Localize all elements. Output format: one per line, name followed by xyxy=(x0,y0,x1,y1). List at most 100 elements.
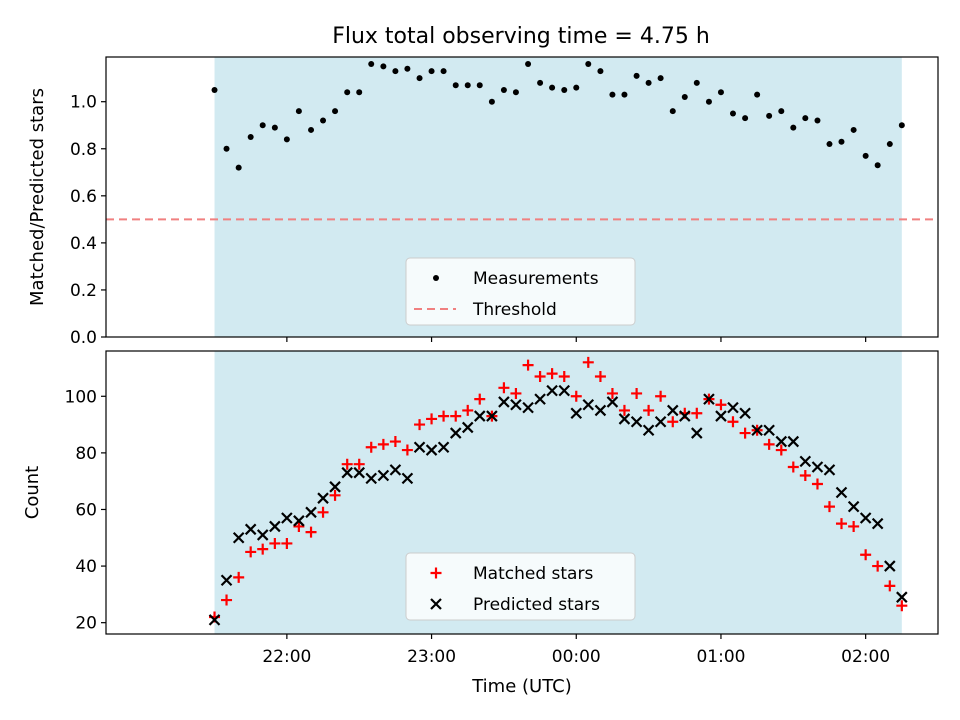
x-tick-label: 23:00 xyxy=(407,647,456,667)
predicted-star-point xyxy=(425,444,438,456)
measurement-point xyxy=(404,65,411,72)
matched-star-point xyxy=(787,461,799,473)
bottom-plot-frame xyxy=(105,350,939,635)
bottom-y-axis-label: Count xyxy=(22,466,43,519)
top-plot-frame xyxy=(105,56,939,338)
measurement-point xyxy=(561,86,568,93)
top-x-axis-ticks xyxy=(286,337,867,342)
legend-marker-measurements xyxy=(433,275,439,281)
predicted-star-point xyxy=(582,398,595,411)
x-tick-label: 02:00 xyxy=(841,647,890,667)
matched-star-point xyxy=(823,501,835,513)
bottom-x-axis-ticks: 22:00 23:00 00:00 01:00 02:00 xyxy=(262,634,890,667)
predicted-star-point xyxy=(510,398,522,411)
matched-star-point xyxy=(462,404,474,416)
measurement-point xyxy=(392,68,399,75)
matched-star-point xyxy=(860,549,872,561)
matched-star-point xyxy=(377,438,389,450)
top-legend: Measurements Threshold xyxy=(405,257,636,326)
matched-star-point xyxy=(498,382,510,394)
predicted-star-point xyxy=(498,396,510,408)
predicted-star-point xyxy=(811,461,824,473)
predicted-star-point xyxy=(413,441,426,453)
measurement-point xyxy=(476,82,483,89)
measurement-point xyxy=(862,152,869,159)
predicted-star-point xyxy=(679,410,691,422)
measurement-point xyxy=(754,91,761,98)
measurement-point xyxy=(549,84,556,91)
top-y-tick-label: 0.6 xyxy=(70,187,97,207)
legend-box xyxy=(405,552,636,621)
predicted-star-point xyxy=(859,512,872,524)
predicted-star-point xyxy=(534,393,546,405)
measurement-point xyxy=(428,68,435,75)
x-axis-label: Time (UTC) xyxy=(471,676,572,697)
predicted-star-point xyxy=(896,591,908,603)
measurement-point xyxy=(657,75,664,82)
measurement-point xyxy=(633,72,640,79)
matched-star-point xyxy=(691,407,703,419)
matched-star-point xyxy=(872,560,884,572)
matched-star-point xyxy=(353,458,365,470)
top-y-tick-label: 1.0 xyxy=(70,93,97,113)
predicted-star-point xyxy=(353,466,365,479)
matched-star-point xyxy=(341,458,353,470)
measurement-point xyxy=(344,89,351,96)
bottom-y-tick-label: 20 xyxy=(75,614,97,634)
measurement-point xyxy=(898,122,905,129)
matched-star-point xyxy=(389,436,401,448)
predicted-star-point xyxy=(522,401,534,414)
measurement-point xyxy=(790,124,797,131)
matched-star-point xyxy=(510,387,522,399)
predicted-star-point xyxy=(703,393,715,405)
matched-star-point xyxy=(727,416,739,428)
matched-star-point xyxy=(414,419,426,431)
measurement-point xyxy=(295,108,302,115)
x-tick-label: 22:00 xyxy=(262,647,311,667)
top-y-tick-label: 0.4 xyxy=(70,234,97,254)
matched-star-point xyxy=(558,370,570,382)
measurement-point xyxy=(742,115,749,122)
x-tick-label: 00:00 xyxy=(552,647,601,667)
predicted-stars-series xyxy=(208,384,908,626)
measurement-point xyxy=(235,164,242,171)
legend-label: Threshold xyxy=(472,300,557,320)
predicted-star-point xyxy=(389,464,402,476)
matched-star-point xyxy=(643,404,655,416)
predicted-star-point xyxy=(739,407,751,420)
matched-star-point xyxy=(221,594,233,606)
matched-star-point xyxy=(450,410,462,422)
predicted-star-point xyxy=(666,404,679,417)
predicted-star-point xyxy=(244,523,257,536)
legend-marker-predicted xyxy=(430,598,442,610)
predicted-star-point xyxy=(618,413,631,425)
bottom-y-tick-label: 40 xyxy=(75,557,97,577)
predicted-star-point xyxy=(715,410,727,422)
legend-label: Measurements xyxy=(473,269,599,289)
matched-star-point xyxy=(594,370,606,382)
predicted-star-point xyxy=(329,481,341,493)
bottom-legend: Matched stars Predicted stars xyxy=(405,552,636,621)
predicted-star-point xyxy=(787,435,800,448)
top-y-tick-label: 0.0 xyxy=(70,328,97,348)
predicted-star-point xyxy=(799,455,812,468)
predicted-star-point xyxy=(835,486,848,499)
predicted-star-point xyxy=(871,517,884,530)
bottom-y-tick-label: 80 xyxy=(75,444,97,464)
predicted-star-point xyxy=(461,421,474,434)
matched-star-point xyxy=(245,546,257,558)
chart-title: Flux total observing time = 4.75 h xyxy=(332,24,710,49)
predicted-star-point xyxy=(317,492,329,504)
predicted-star-point xyxy=(606,396,619,408)
matched-star-point xyxy=(365,441,377,453)
measurement-point xyxy=(573,84,580,91)
predicted-star-point xyxy=(365,472,378,485)
matched-star-point xyxy=(835,518,847,530)
predicted-star-point xyxy=(377,469,390,482)
predicted-star-point xyxy=(570,407,583,420)
matched-star-point xyxy=(606,387,618,399)
measurement-point xyxy=(681,94,688,100)
matched-star-point xyxy=(667,416,679,428)
matched-star-point xyxy=(474,393,486,405)
predicted-star-point xyxy=(341,466,353,479)
